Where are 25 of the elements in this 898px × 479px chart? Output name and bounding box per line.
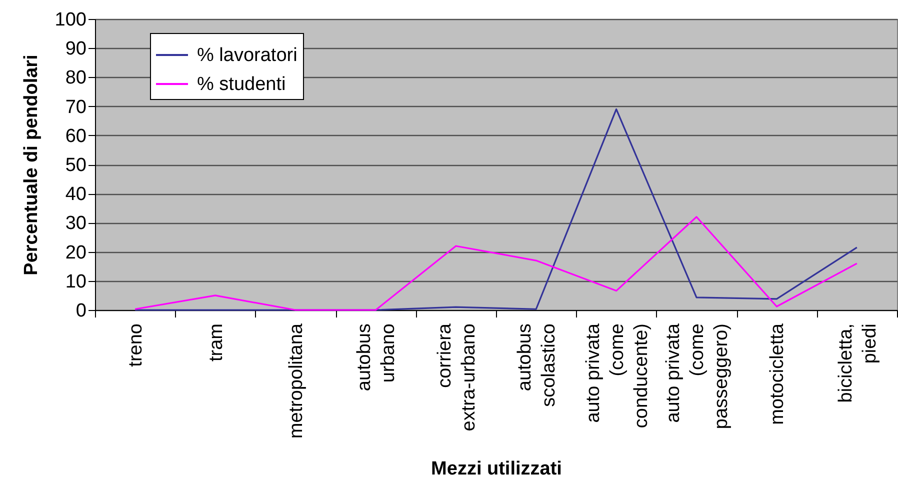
y-axis-title: Percentuale di pendolari [20, 54, 42, 276]
x-tick-label: metropolitana [286, 323, 307, 439]
x-tick-label: auto privata (come passeggero) [663, 323, 732, 430]
y-tick-label: 70 [65, 96, 86, 118]
y-tick-label: 10 [65, 271, 86, 292]
y-tick-label: 50 [65, 155, 86, 176]
y-tick-label: 80 [65, 68, 86, 89]
y-tick-label: 20 [65, 242, 86, 264]
y-tick-label: 60 [65, 126, 86, 147]
legend-label: % studenti [197, 74, 286, 95]
x-tick-label: bicicletta, piedi [835, 324, 880, 403]
x-tick-label: tram [206, 324, 227, 362]
x-tick-label: motocicletta [767, 323, 788, 425]
y-tick-label: 90 [65, 38, 86, 60]
line-series [134, 108, 858, 311]
line-series [134, 216, 858, 311]
y-tick-label: 30 [65, 213, 86, 234]
y-tick-label: 40 [65, 184, 86, 206]
y-tick-label: 0 [76, 300, 86, 322]
x-tick-label: auto privata (come conducente) [582, 323, 652, 428]
y-tick-label: 100 [54, 10, 86, 30]
x-axis-title: Mezzi utilizzati [431, 458, 562, 479]
x-tick-label: autobus urbano [354, 324, 400, 392]
legend-label: % lavoratori [197, 45, 298, 66]
x-tick-label: treno [126, 324, 147, 367]
